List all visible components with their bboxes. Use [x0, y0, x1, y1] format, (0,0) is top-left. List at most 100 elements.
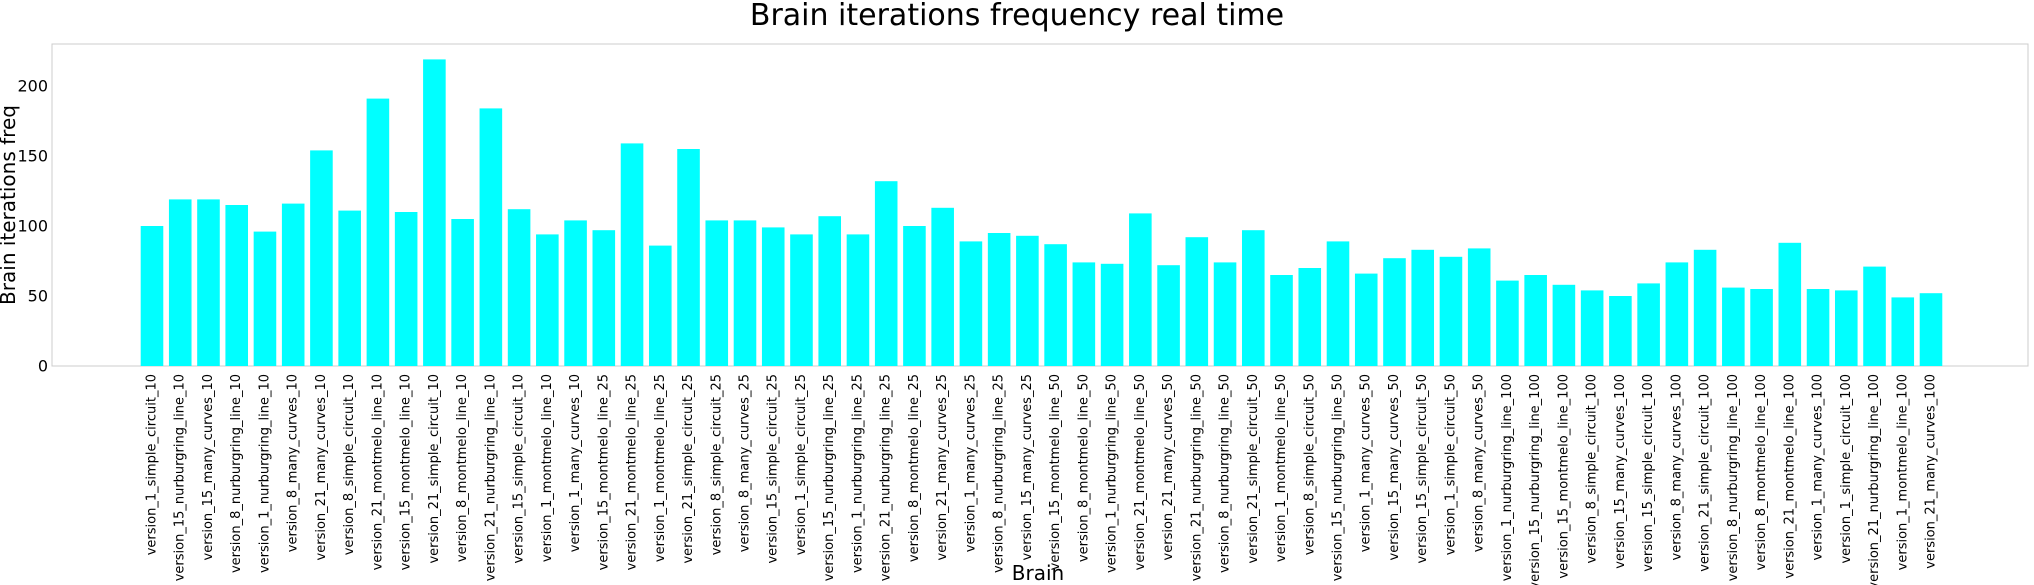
y-tick-label: 50 [28, 287, 48, 306]
bar [818, 216, 842, 366]
x-tick-label: version_8_montmelo_line_100 [1754, 374, 1769, 570]
x-tick-label: version_1_many_curves_25 [963, 374, 978, 552]
bar [253, 231, 277, 366]
x-tick-label: version_15_montmelo_line_10 [399, 374, 414, 570]
x-tick-label: version_21_simple_circuit_10 [427, 374, 442, 564]
x-tick-label: version_21_montmelo_line_10 [370, 374, 385, 570]
bar [1157, 265, 1180, 366]
bar [1552, 284, 1576, 366]
bar [1298, 268, 1322, 366]
x-tick-label: version_15_many_curves_10 [201, 374, 216, 560]
bar [959, 241, 983, 366]
x-tick-label: version_8_nurburgring_line_25 [992, 374, 1007, 573]
x-tick-label: version_8_montmelo_line_25 [907, 374, 922, 562]
y-tick-label: 150 [17, 147, 48, 166]
x-tick-label: version_8_simple_circuit_10 [342, 374, 357, 555]
x-tick-label: version_1_simple_circuit_25 [794, 374, 809, 555]
bar [1609, 296, 1632, 366]
x-tick-label: version_21_simple_circuit_50 [1246, 374, 1261, 564]
bar [903, 226, 926, 366]
x-tick-label: version_21_montmelo_line_50 [1133, 374, 1148, 570]
x-tick-label: version_21_simple_circuit_25 [681, 374, 696, 564]
x-tick-label: version_1_montmelo_line_50 [1274, 374, 1289, 562]
bar [1467, 248, 1491, 366]
bar [1637, 283, 1660, 366]
bar [1863, 266, 1886, 366]
x-tick-label: version_15_simple_circuit_50 [1415, 374, 1430, 564]
x-tick-label: version_8_montmelo_line_50 [1076, 374, 1091, 562]
bar [1580, 290, 1604, 366]
x-tick-label: version_15_nurburgring_line_25 [822, 374, 837, 581]
x-tick-label: version_8_many_curves_25 [738, 374, 753, 552]
x-tick-label: version_1_simple_circuit_10 [145, 374, 160, 555]
bar [620, 143, 644, 366]
bar [931, 207, 954, 366]
y-tick-label: 200 [17, 77, 48, 96]
bar [1326, 241, 1350, 366]
x-tick-label: version_21_nurburgring_line_100 [1867, 374, 1882, 585]
bar [168, 199, 192, 366]
bar [564, 220, 587, 366]
plot-frame [51, 43, 2029, 367]
x-tick-label: version_15_simple_circuit_10 [512, 374, 527, 564]
bar [197, 199, 220, 366]
bar [423, 59, 446, 367]
bar [733, 220, 757, 366]
bar [1044, 244, 1067, 366]
x-tick-label: version_15_many_curves_25 [1020, 374, 1035, 560]
bar [1524, 275, 1547, 366]
x-tick-label: version_8_nurburgring_line_50 [1218, 374, 1233, 573]
y-tick-label: 0 [38, 357, 48, 376]
x-tick-label: version_8_many_curves_10 [286, 374, 301, 552]
bar [1750, 289, 1773, 366]
x-tick-label: version_1_nurburgring_line_100 [1500, 374, 1515, 581]
bar [1834, 290, 1858, 366]
bar [987, 233, 1011, 366]
bar [1213, 262, 1237, 366]
bar [648, 245, 672, 366]
x-tick-label: version_1_nurburgring_line_10 [257, 374, 272, 573]
bar [366, 98, 390, 366]
x-tick-label: version_8_nurburgring_line_100 [1726, 374, 1741, 581]
bar [536, 234, 559, 366]
x-tick-label: version_1_many_curves_100 [1811, 374, 1826, 560]
bar [281, 203, 305, 366]
x-tick-label: version_1_montmelo_line_25 [653, 374, 668, 562]
bar [225, 205, 249, 366]
bar [677, 149, 700, 366]
x-tick-label: version_1_many_curves_50 [1359, 374, 1374, 552]
x-tick-label: version_1_simple_circuit_50 [1443, 374, 1458, 555]
x-tick-label: version_21_nurburgring_line_25 [879, 374, 894, 581]
bar [1354, 273, 1378, 366]
bar [1439, 256, 1463, 366]
x-tick-label: version_1_nurburgring_line_25 [850, 374, 865, 573]
y-tick-label: 100 [17, 217, 48, 236]
x-tick-label: version_15_nurburgring_line_50 [1331, 374, 1346, 581]
x-axis-label: Brain [1012, 561, 1064, 585]
x-tick-label: version_15_simple_circuit_25 [766, 374, 781, 564]
bar [1919, 293, 1943, 366]
x-tick-label: version_15_montmelo_line_25 [596, 374, 611, 570]
x-tick-label: version_21_simple_circuit_100 [1698, 374, 1713, 572]
y-axis-label: Brain iterations freq [0, 105, 20, 305]
bar [790, 234, 813, 366]
bar [479, 108, 503, 367]
bar [1100, 263, 1124, 366]
x-tick-label: version_21_nurburgring_line_10 [483, 374, 498, 581]
x-tick-label: version_1_many_curves_10 [568, 374, 583, 552]
bar [874, 181, 898, 366]
bar [1665, 262, 1689, 366]
bar [1496, 280, 1519, 366]
x-tick-label: version_1_montmelo_line_100 [1895, 374, 1910, 570]
x-tick-label: version_1_nurburgring_line_50 [1105, 374, 1120, 573]
bar [507, 209, 531, 366]
bar [1806, 289, 1830, 366]
x-tick-label: version_1_montmelo_line_10 [540, 374, 555, 562]
bar [451, 219, 474, 366]
x-tick-label: version_8_simple_circuit_50 [1302, 374, 1317, 555]
x-tick-label: version_8_many_curves_50 [1472, 374, 1487, 552]
bar [1241, 230, 1265, 366]
bar [1891, 297, 1915, 366]
x-tick-label: version_15_nurburgring_line_100 [1528, 374, 1543, 585]
